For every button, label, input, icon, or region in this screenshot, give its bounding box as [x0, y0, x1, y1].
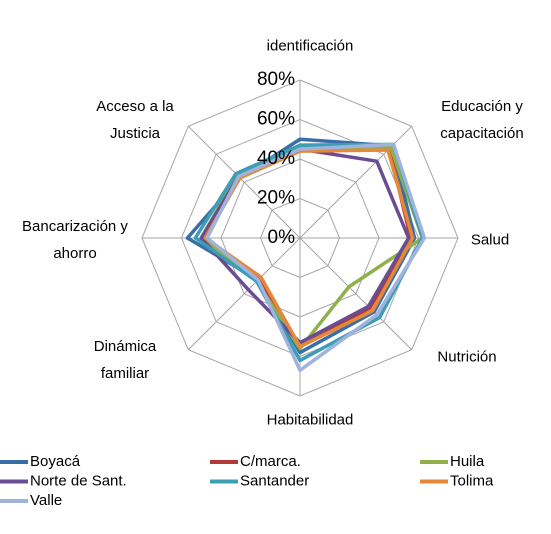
category-label: Salud — [470, 231, 510, 249]
category-label: Acceso a la Justicia — [96, 98, 174, 142]
category-label: Bancarización y ahorro — [22, 218, 128, 262]
legend-label: Huila — [450, 453, 485, 470]
series-line — [199, 147, 411, 345]
y-tick-label: 20% — [257, 188, 295, 209]
legend-label: Norte de Sant. — [30, 472, 127, 489]
spoke — [187, 237, 301, 351]
series-line — [205, 142, 427, 373]
y-tick-label: 40% — [257, 148, 295, 169]
y-tick-label: 80% — [257, 69, 295, 90]
legend-label: Tolima — [450, 472, 494, 489]
category-label: Nutrición — [437, 348, 497, 366]
y-tick-label: 60% — [257, 109, 295, 130]
legend-label: C/marca. — [240, 453, 301, 470]
legend-label: Santander — [240, 472, 309, 489]
legend-label: Boyacá — [30, 453, 81, 470]
legend-label: Valle — [30, 492, 62, 509]
category-label: identificación — [266, 37, 354, 55]
y-tick-label: 0% — [268, 227, 296, 248]
spoke — [187, 125, 301, 239]
category-label: Habitabilidad — [266, 411, 354, 429]
category-label: Educación y capacitación — [440, 98, 524, 142]
series-line — [193, 142, 425, 363]
category-label: Dinámica familiar — [93, 338, 157, 382]
spoke — [299, 237, 413, 351]
